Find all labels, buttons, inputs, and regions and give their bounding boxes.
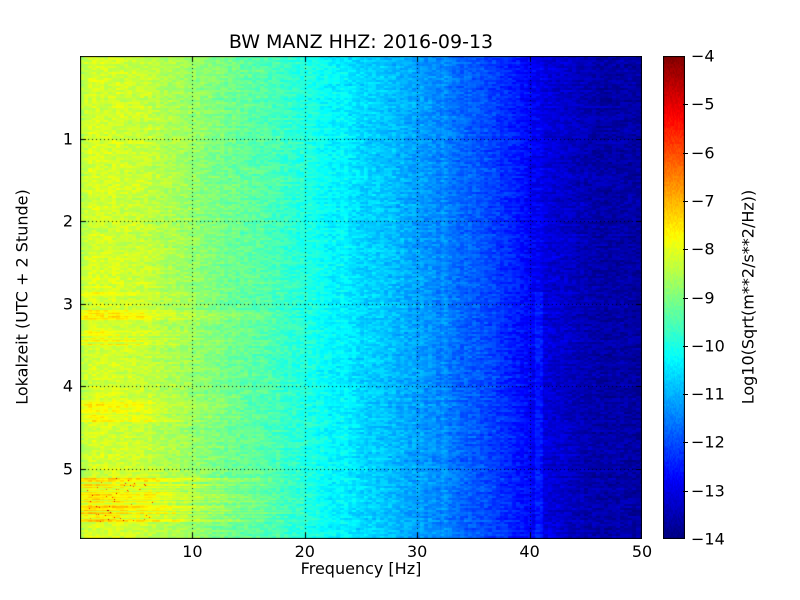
y-tick-label: 5 <box>62 459 73 479</box>
colorbar-tick-mark <box>683 298 688 299</box>
y-tick-label: 2 <box>62 211 73 231</box>
colorbar-tick-mark <box>683 201 688 202</box>
y-tick-label: 3 <box>62 294 73 314</box>
colorbar-tick-mark <box>683 346 688 347</box>
colorbar-tick-label: −14 <box>691 529 725 549</box>
x-tick-label: 20 <box>294 542 315 561</box>
y-tick-label: 4 <box>62 376 73 396</box>
plot-title: BW MANZ HHZ: 2016-09-13 <box>228 31 494 53</box>
colorbar-tick-label: −10 <box>691 336 725 356</box>
x-tick-label: 10 <box>182 542 203 561</box>
colorbar-tick-mark <box>683 104 688 105</box>
colorbar-tick-mark <box>683 491 688 492</box>
y-tick-label: 1 <box>62 129 73 149</box>
y-axis-label: Lokalzeit (UTC + 2 Stunde) <box>12 189 32 405</box>
colorbar-tick-label: −12 <box>691 432 725 452</box>
colorbar-tick-label: −6 <box>691 143 715 163</box>
colorbar-tick-label: −13 <box>691 481 725 501</box>
colorbar-tick-label: −7 <box>691 191 715 211</box>
x-axis-label: Frequency [Hz] <box>300 559 422 578</box>
colorbar-tick-mark <box>683 249 688 250</box>
x-tick-label: 40 <box>519 542 540 561</box>
colorbar-tick-label: −4 <box>691 46 715 66</box>
colorbar <box>663 56 685 539</box>
spectrogram-canvas <box>80 56 642 539</box>
colorbar-label: Log10(Sqrt(m**2/s**2/Hz)) <box>738 189 758 405</box>
colorbar-tick-label: −11 <box>691 384 725 404</box>
x-tick-label: 30 <box>407 542 428 561</box>
colorbar-tick-mark <box>683 394 688 395</box>
colorbar-tick-mark <box>683 153 688 154</box>
colorbar-tick-label: −9 <box>691 288 715 307</box>
x-tick-label: 50 <box>631 542 653 561</box>
colorbar-tick-mark <box>683 442 688 443</box>
colorbar-tick-label: −8 <box>691 239 715 259</box>
colorbar-tick-label: −5 <box>691 94 715 114</box>
